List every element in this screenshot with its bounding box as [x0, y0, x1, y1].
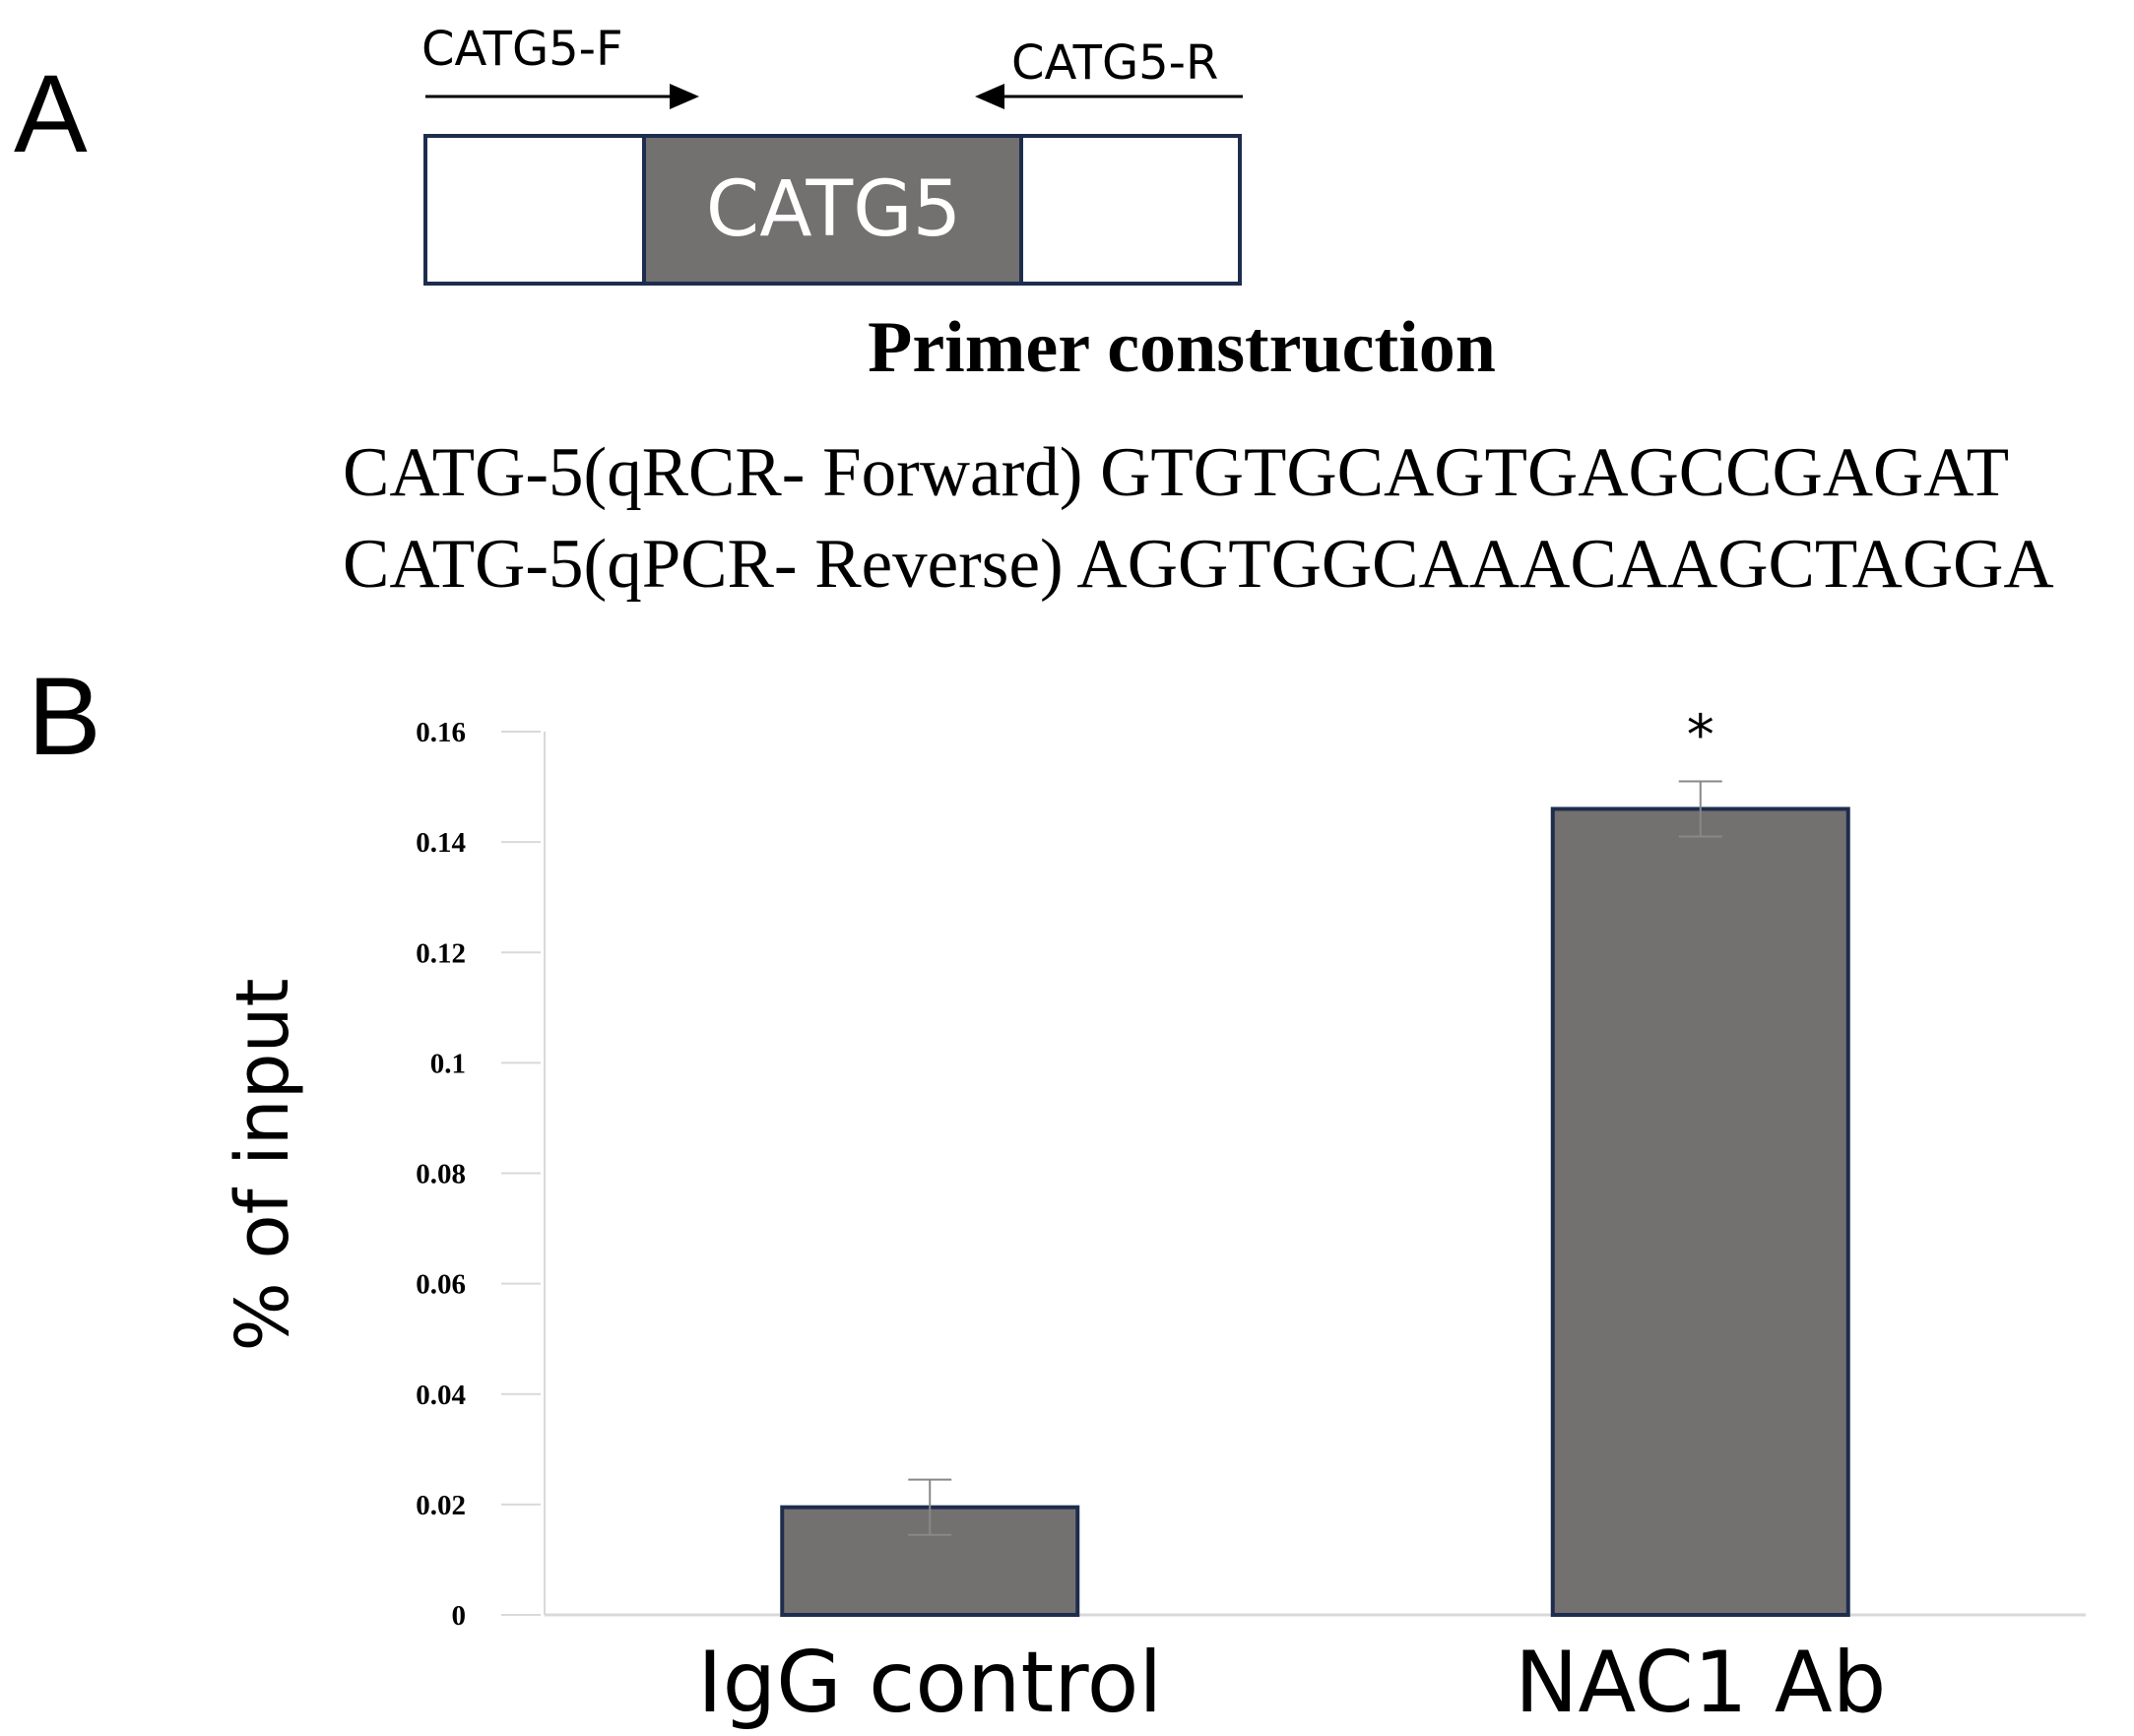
forward-sequence: CATG-5(qRCR- Forward) GTGTGCAGTGAGCCGAGA… [343, 434, 2010, 511]
bar-2 [1550, 806, 1850, 1617]
gene-label: CATG5 [705, 165, 962, 254]
y-tick-label: 0.12 [416, 937, 466, 969]
x-category-label: NAC1 Ab [1515, 1634, 1886, 1732]
forward-primer-label: CATG5-F [421, 22, 623, 77]
chart-plot-area: 0 0.02 0.04 0.06 0.08 0.1 0.12 0.14 0.16 % of inp… [221, 703, 2086, 1732]
gene-core-box: CATG5 [642, 134, 1025, 286]
y-tick-label: 0.02 [416, 1490, 466, 1521]
y-tick-label: 0.14 [416, 827, 466, 859]
y-tick-label: 0 [452, 1600, 467, 1632]
reverse-sequence: CATG-5(qPCR- Reverse) AGGTGGCAAACAAGCTAG… [343, 526, 2054, 603]
y-tick-label: 0.06 [416, 1269, 466, 1301]
primer-construction-title: Primer construction [868, 307, 1496, 388]
significance-marker: * [1687, 703, 1714, 767]
reverse-primer-label: CATG5-R [1011, 35, 1219, 91]
x-category-label: IgG control [697, 1634, 1162, 1732]
y-tick-label: 0.1 [430, 1048, 466, 1079]
panel-label-a: A [14, 52, 88, 175]
y-tick-label: 0.04 [416, 1380, 466, 1411]
gene-flank-right [1019, 134, 1242, 286]
y-tick-label: 0.16 [416, 717, 466, 748]
y-tick-label: 0.08 [416, 1159, 466, 1190]
panel-label-b: B [28, 655, 101, 778]
gene-flank-left [423, 134, 647, 286]
primer-arrows [425, 84, 1243, 109]
reverse-arrowhead-icon [975, 84, 1004, 109]
forward-arrowhead-icon [670, 84, 699, 109]
y-axis-title: % of input [221, 978, 305, 1351]
